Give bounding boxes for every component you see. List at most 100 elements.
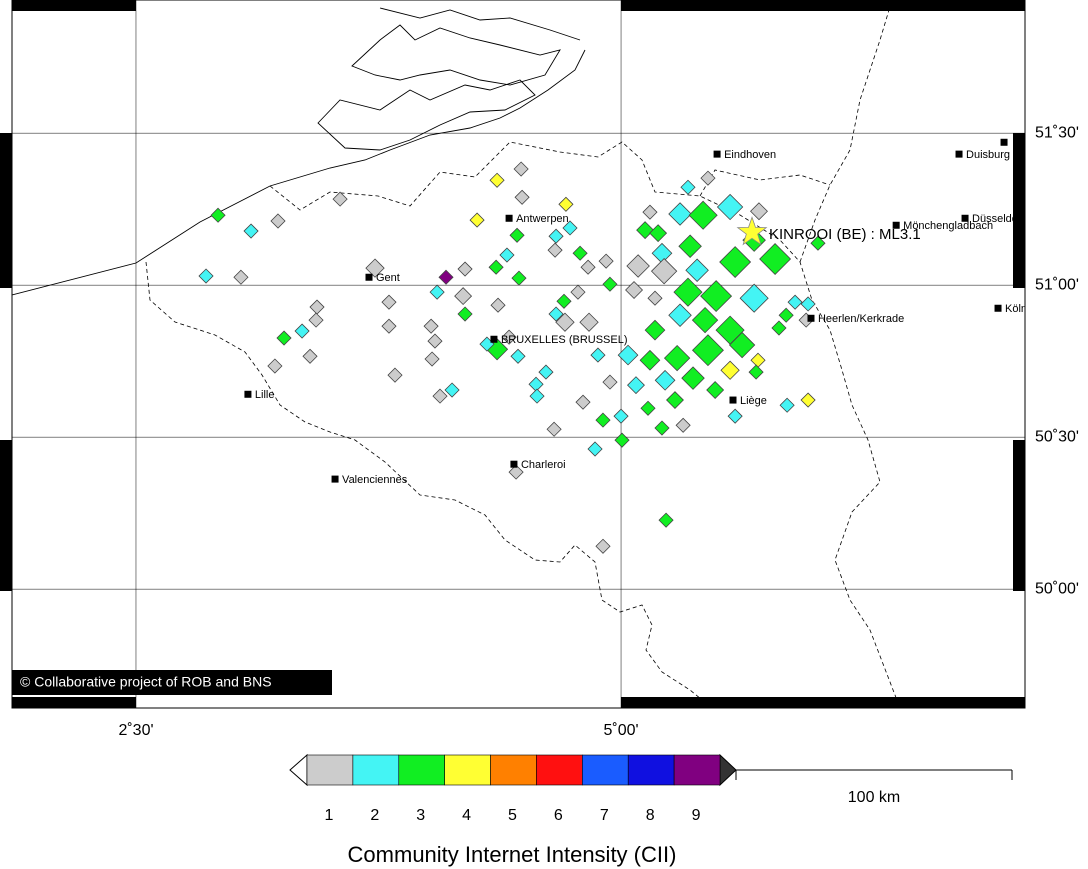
report-marker [678, 234, 702, 259]
colorbar-swatch [582, 754, 629, 786]
colorbar-label: 1 [324, 807, 333, 824]
report-marker [727, 408, 743, 424]
report-marker [759, 243, 792, 275]
report-marker [587, 441, 603, 457]
report-marker [647, 290, 663, 306]
report-marker [429, 284, 445, 300]
city-marker [490, 335, 498, 343]
colorbar-label: 5 [508, 807, 517, 824]
report-marker [644, 319, 666, 341]
report-marker [673, 277, 703, 307]
frame-bar [1013, 440, 1025, 591]
report-marker [546, 421, 562, 437]
report-marker [424, 351, 440, 367]
copyright-box [12, 670, 332, 695]
colorbar-label: 3 [416, 807, 425, 824]
lon-tick-label: 2˚30' [118, 722, 153, 739]
report-marker [787, 294, 803, 310]
report-marker [800, 392, 816, 408]
city-label: Duisburg [966, 149, 1010, 161]
report-marker [454, 287, 473, 306]
report-marker [649, 224, 668, 243]
report-marker [508, 464, 524, 480]
city-label: Charleroi [521, 459, 566, 471]
labels: Eindhoven Duisburg MönchengladbachDüsseldo… [244, 138, 1026, 486]
report-marker [579, 312, 599, 332]
report-marker [575, 394, 591, 410]
lat-tick-label: 50˚00' [1035, 580, 1079, 597]
report-marker [700, 280, 733, 313]
report-marker [572, 245, 588, 261]
report-marker [771, 320, 787, 336]
frame-bar [0, 440, 12, 591]
colorbar-label: 6 [554, 807, 563, 824]
report-marker [728, 331, 756, 359]
report-marker [627, 376, 645, 395]
report-marker [691, 334, 724, 367]
report-marker [570, 284, 586, 300]
report-marker [198, 268, 214, 284]
city-marker [713, 150, 721, 158]
report-marker [688, 200, 718, 230]
island [351, 24, 561, 86]
city-marker [505, 214, 513, 222]
report-marker [680, 179, 696, 195]
report-marker [639, 349, 661, 371]
colorbar-title: Community Internet Intensity (CII) [348, 842, 677, 867]
report-marker [457, 261, 473, 277]
report-marker [617, 344, 639, 366]
report-marker [625, 281, 644, 299]
report-marker [538, 364, 554, 380]
report-marker [739, 283, 769, 313]
city-label: Valenciennes [342, 474, 408, 486]
report-marker [614, 432, 630, 448]
frame-bar [12, 0, 136, 11]
city-label: Lille [255, 389, 275, 401]
report-marker [750, 202, 768, 221]
frame-bar [12, 697, 136, 708]
city-marker [892, 221, 900, 229]
report-marker [511, 270, 527, 286]
report-marker [810, 235, 826, 251]
city-label: Eindhoven [724, 149, 776, 161]
report-marker [668, 303, 692, 328]
city-marker [1000, 138, 1008, 146]
report-marker [499, 247, 515, 263]
colorbar-label: 4 [462, 807, 471, 824]
report-marker [233, 269, 249, 285]
city-label: Mönchengladbach [903, 220, 993, 232]
report-marker [700, 170, 716, 186]
frame [0, 0, 1026, 709]
colorbar-swatch [306, 754, 354, 786]
border [699, 169, 831, 197]
city-label: Liège [740, 395, 767, 407]
report-marker [432, 388, 448, 404]
report-marker [548, 228, 564, 244]
frame-border [11, 0, 1026, 709]
lat-tick-label: 51˚00' [1035, 276, 1079, 293]
border [269, 141, 901, 708]
report-marker [556, 293, 572, 309]
report-marker [501, 329, 517, 345]
report-marker [685, 258, 709, 283]
report-marker [423, 318, 439, 334]
city-label: Düsseldorf [972, 213, 1026, 225]
report-marker [598, 253, 614, 269]
border [145, 261, 713, 708]
city-label: Gent [376, 272, 400, 284]
border [799, 0, 893, 263]
report-marker [654, 369, 676, 391]
event-star [736, 216, 768, 246]
colorbar-label: 7 [600, 807, 609, 824]
estuary [379, 7, 581, 41]
report-marker [387, 367, 403, 383]
frame-bar [621, 0, 1025, 11]
colorbar-label: 9 [692, 807, 701, 824]
colorbar-swatch [398, 754, 445, 786]
colorbar-label: 8 [646, 807, 655, 824]
colorbar-swatch [352, 754, 400, 786]
city-label: Antwerpen [516, 213, 569, 225]
report-marker [381, 294, 397, 310]
report-marker [626, 254, 650, 278]
